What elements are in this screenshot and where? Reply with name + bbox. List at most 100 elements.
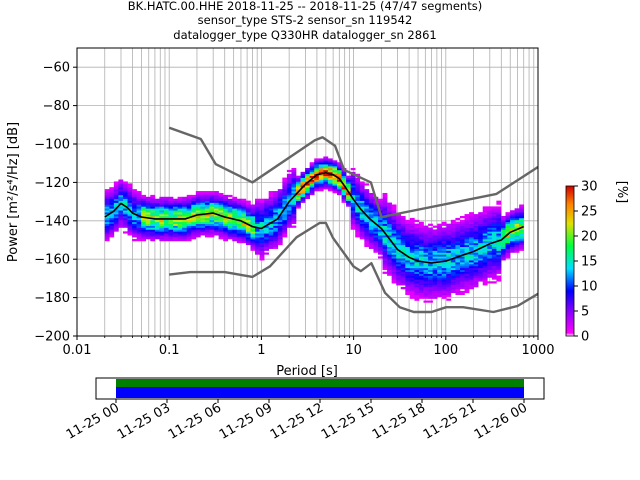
- density-cell: [291, 208, 297, 211]
- density-cell: [173, 231, 178, 234]
- density-cell: [337, 183, 342, 186]
- density-cell: [514, 214, 520, 217]
- density-cell: [428, 242, 433, 246]
- density-cell: [195, 219, 201, 223]
- density-cell: [145, 204, 151, 207]
- timeline-tick-label: 11-25 21: [421, 400, 479, 442]
- density-cell: [364, 225, 370, 228]
- density-cell: [204, 191, 210, 194]
- density-cell: [505, 250, 511, 253]
- density-cell: [478, 264, 484, 267]
- density-cell: [359, 196, 365, 200]
- density-cell: [359, 231, 365, 234]
- density-cell: [459, 258, 465, 261]
- density-cell: [296, 204, 301, 207]
- density-cell: [500, 231, 506, 234]
- density-cell: [446, 248, 452, 251]
- density-cell: [446, 265, 452, 269]
- density-cell: [373, 244, 379, 248]
- density-cell: [446, 256, 452, 259]
- density-cell: [482, 221, 488, 224]
- density-cell: [405, 229, 411, 232]
- density-cell: [387, 273, 392, 276]
- density-cell: [496, 219, 502, 223]
- density-cell: [332, 189, 338, 192]
- density-cell: [350, 185, 356, 188]
- density-cell: [368, 246, 374, 249]
- density-cell: [450, 237, 456, 240]
- density-cell: [519, 216, 525, 219]
- density-cell: [414, 283, 420, 286]
- density-cell: [223, 217, 229, 221]
- density-cell: [514, 237, 520, 240]
- density-cell: [245, 229, 251, 232]
- density-cell: [182, 204, 188, 207]
- density-cell: [418, 250, 424, 253]
- stacked-coverage-bar: [116, 379, 524, 387]
- density-cell: [341, 198, 347, 201]
- density-cell: [241, 233, 247, 236]
- density-cell: [446, 235, 452, 238]
- density-cell: [314, 187, 320, 190]
- density-cell: [186, 196, 192, 200]
- density-cell: [496, 275, 502, 278]
- density-cell: [337, 185, 342, 188]
- density-cell: [377, 244, 383, 248]
- density-cell: [227, 210, 233, 213]
- density-cell: [387, 221, 392, 224]
- density-cell: [150, 235, 156, 238]
- density-cell: [437, 239, 443, 242]
- density-cell: [300, 181, 306, 184]
- density-cell: [286, 173, 292, 176]
- density-cell: [405, 283, 411, 286]
- density-cell: [318, 175, 324, 178]
- density-cell: [510, 223, 515, 226]
- density-cell: [337, 189, 342, 192]
- density-cell: [341, 200, 347, 203]
- density-cell: [314, 162, 320, 165]
- density-cell: [405, 246, 411, 249]
- density-cell: [227, 214, 233, 217]
- density-cell: [491, 254, 497, 257]
- timeline-tick-label: 11-25 09: [217, 400, 275, 442]
- density-cell: [127, 216, 133, 219]
- density-cell: [255, 246, 260, 249]
- density-cell: [232, 225, 238, 228]
- density-cell: [204, 235, 210, 238]
- density-cell: [300, 196, 306, 200]
- density-cell: [414, 273, 420, 276]
- density-cell: [168, 210, 174, 213]
- density-cell: [291, 175, 297, 178]
- density-cell: [291, 206, 297, 209]
- density-cell: [122, 200, 128, 203]
- density-cell: [364, 216, 370, 219]
- density-cell: [141, 233, 147, 236]
- density-cell: [418, 258, 424, 261]
- density-cell: [268, 225, 274, 228]
- density-cell: [428, 264, 433, 267]
- density-cell: [432, 271, 438, 274]
- density-cell: [204, 217, 210, 221]
- density-cell: [428, 290, 433, 294]
- density-cell: [191, 216, 197, 219]
- density-cell: [428, 275, 433, 278]
- density-cell: [296, 202, 301, 205]
- density-cell: [487, 210, 493, 213]
- density-cell: [464, 223, 470, 226]
- density-cell: [195, 231, 201, 234]
- density-cell: [132, 189, 137, 192]
- density-cell: [259, 242, 265, 246]
- density-cell: [418, 221, 424, 224]
- density-cell: [122, 194, 128, 198]
- density-cell: [323, 187, 329, 190]
- density-cell: [464, 225, 470, 228]
- density-cell: [145, 200, 151, 203]
- density-cell: [191, 217, 197, 221]
- density-cell: [455, 265, 461, 269]
- density-cell: [482, 235, 488, 238]
- density-cell: [423, 248, 429, 251]
- density-cell: [432, 288, 438, 292]
- density-cell: [491, 219, 497, 223]
- density-cell: [450, 275, 456, 278]
- density-cell: [469, 281, 474, 284]
